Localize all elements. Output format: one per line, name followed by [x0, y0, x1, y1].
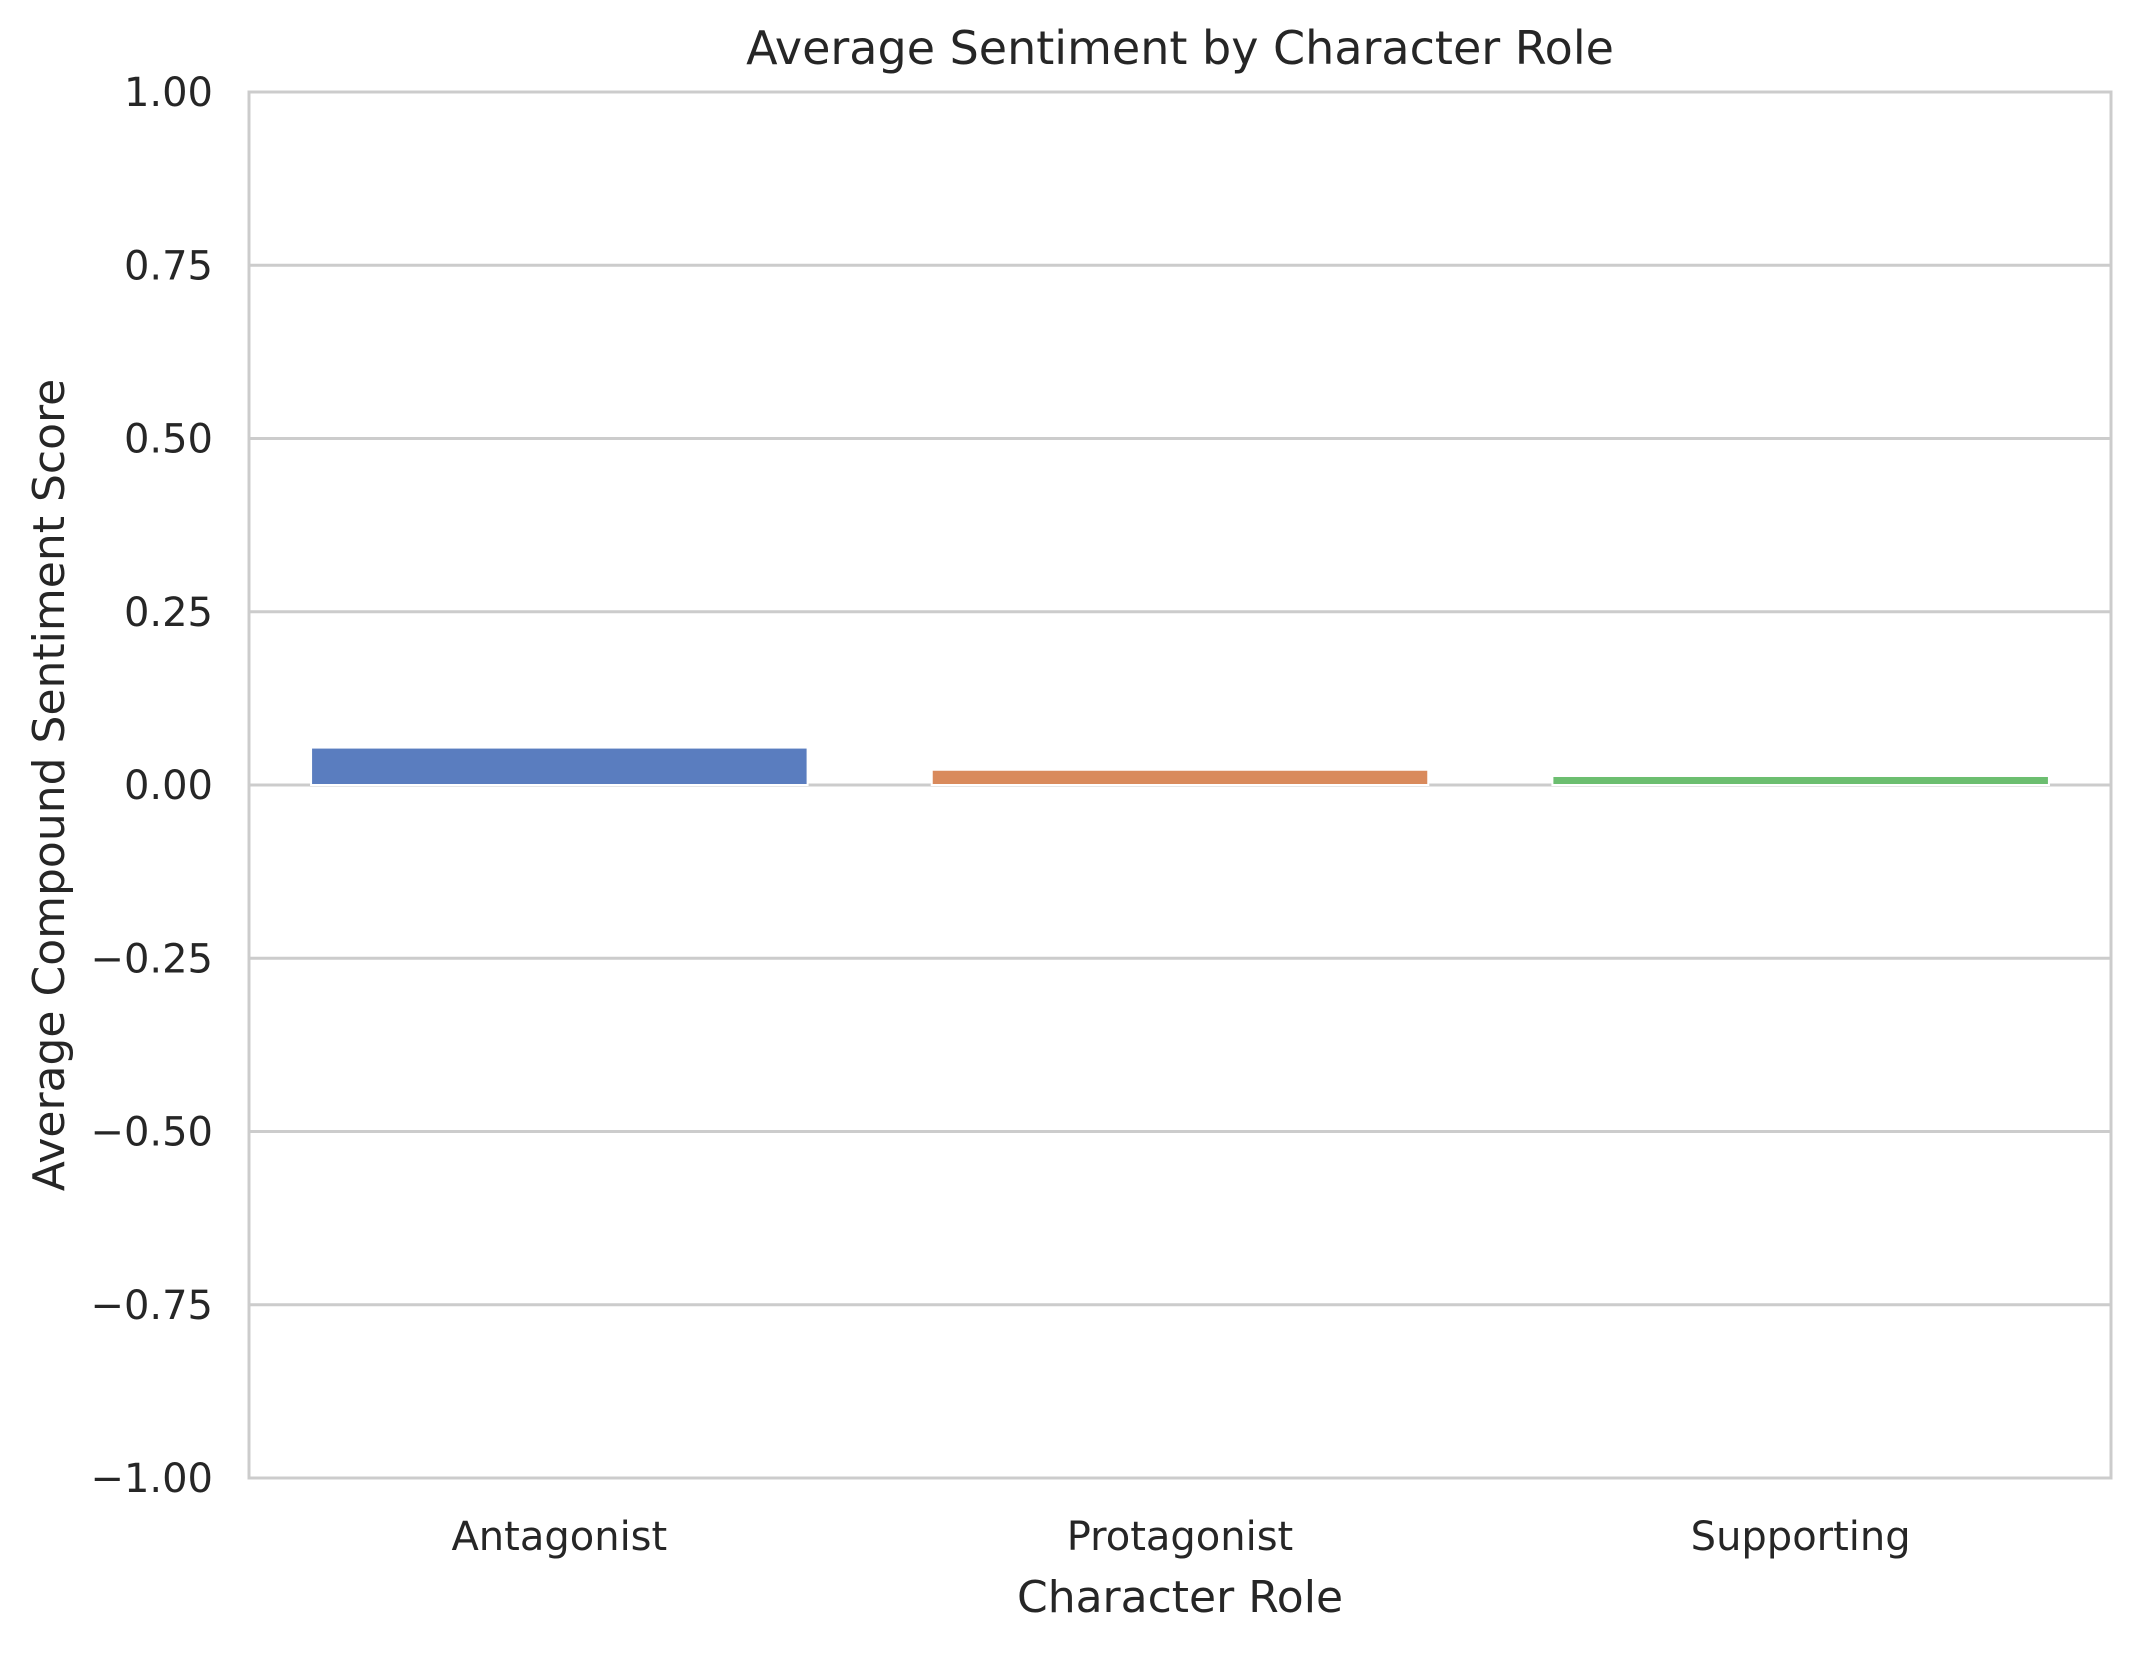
x-tick-label: Protagonist [1067, 1514, 1294, 1560]
bar-protagonist [930, 768, 1430, 787]
y-tick-label: −0.25 [90, 936, 213, 982]
x-tick-labels: Antagonist Protagonist Supporting [451, 1514, 1910, 1560]
bar-supporting [1551, 774, 2050, 787]
y-tick-label: −0.75 [90, 1283, 213, 1329]
plot-frame [247, 90, 2113, 1480]
y-tick-label: 1.00 [124, 70, 213, 116]
y-tick-label: 0.00 [124, 763, 213, 809]
bars [310, 746, 2050, 787]
y-axis-label: Average Compound Sentiment Score [24, 379, 75, 1191]
y-tick-labels: 1.00 0.75 0.50 0.25 0.00 −0.25 −0.50 −0.75 −1.00 [90, 70, 213, 1502]
chart-title: Average Sentiment by Character Role [746, 21, 1614, 75]
bar-antagonist [310, 746, 809, 787]
y-tick-label: −1.00 [90, 1456, 213, 1502]
x-tick-label: Antagonist [451, 1514, 667, 1560]
y-tick-label: 0.75 [124, 243, 213, 289]
x-axis-label: Character Role [1017, 1572, 1343, 1623]
y-tick-label: 0.50 [124, 417, 213, 463]
y-tick-label: −0.50 [90, 1110, 213, 1156]
y-tick-label: 0.25 [124, 590, 213, 636]
x-tick-label: Supporting [1691, 1514, 1911, 1560]
